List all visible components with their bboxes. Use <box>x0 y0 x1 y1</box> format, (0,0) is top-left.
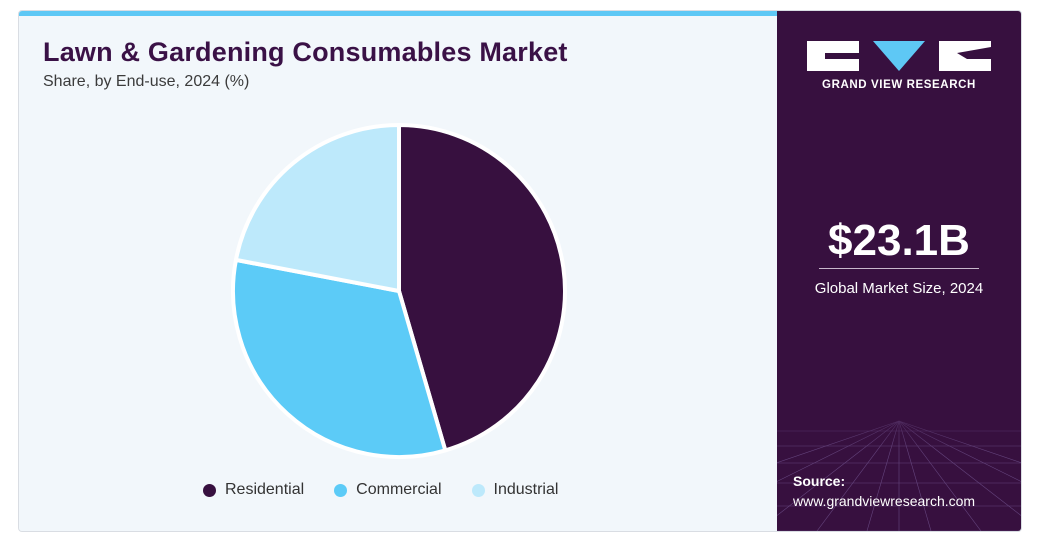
legend-item-residential: Residential <box>203 481 304 499</box>
pie-svg <box>231 123 567 459</box>
legend-swatch <box>334 483 348 497</box>
infographic-card: Lawn & Gardening Consumables Market Shar… <box>18 10 1022 532</box>
page-subtitle: Share, by End-use, 2024 (%) <box>43 73 250 90</box>
legend-label: Industrial <box>493 481 559 498</box>
legend-swatch <box>203 483 216 497</box>
accent-bar <box>19 11 777 16</box>
logo-icon <box>807 41 991 71</box>
legend-item-commercial: Commercial <box>334 481 442 499</box>
pie-chart <box>224 116 574 466</box>
chart-panel: Lawn & Gardening Consumables Market Shar… <box>19 11 777 531</box>
source-url: www.grandviewresearch.com <box>793 493 976 509</box>
legend-label: Residential <box>225 481 305 498</box>
legend-swatch <box>471 483 485 497</box>
summary-panel: GRAND VIEW RESEARCH $23.1B Global Market… <box>777 11 1021 531</box>
divider <box>819 268 979 269</box>
brand-name: GRAND VIEW RESEARCH <box>822 79 976 91</box>
market-size-label: Global Market Size, 2024 <box>814 280 984 297</box>
legend-item-industrial: Industrial <box>471 481 559 499</box>
page-title: Lawn & Gardening Consumables Market <box>43 37 568 67</box>
legend-label: Commercial <box>356 481 442 498</box>
grid-background <box>777 391 1021 531</box>
market-size-value: $23.1B <box>828 216 970 265</box>
pie-slice-residential <box>397 123 567 453</box>
source-label: Source: <box>793 473 846 489</box>
pie-slice-commercial <box>231 257 448 459</box>
pie-slice-industrial <box>233 123 401 293</box>
chart-legend: Residential Commercial Industrial <box>203 481 588 499</box>
